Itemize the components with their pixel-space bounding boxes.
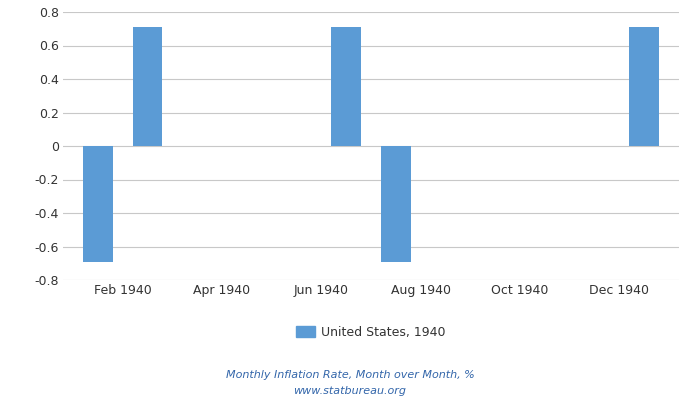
Legend: United States, 1940: United States, 1940	[291, 321, 451, 344]
Bar	[132, 27, 162, 146]
Bar	[331, 27, 361, 146]
Bar	[629, 27, 659, 146]
Bar	[381, 146, 411, 262]
Text: Monthly Inflation Rate, Month over Month, %: Monthly Inflation Rate, Month over Month…	[225, 370, 475, 380]
Bar	[83, 146, 113, 262]
Text: www.statbureau.org: www.statbureau.org	[293, 386, 407, 396]
